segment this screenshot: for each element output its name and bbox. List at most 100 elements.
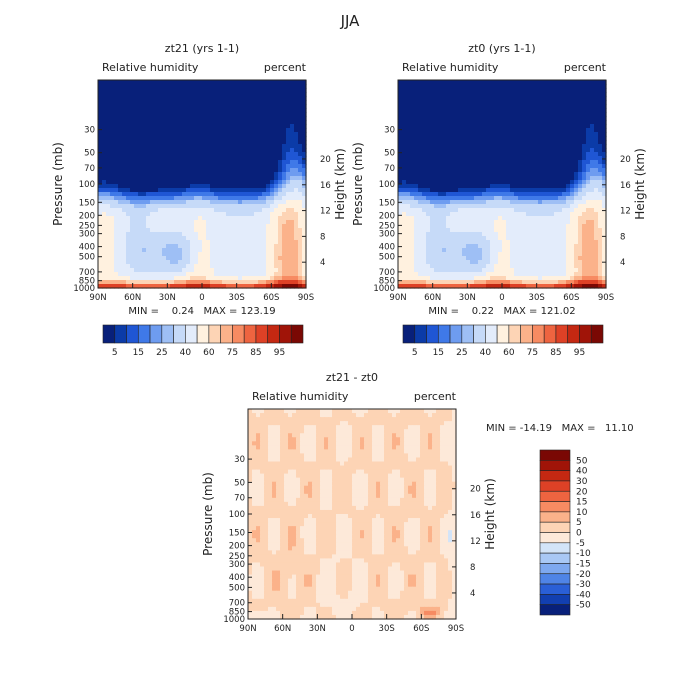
field-cell	[558, 216, 563, 221]
field-cell	[502, 184, 507, 189]
field-cell	[266, 168, 271, 173]
field-cell	[182, 152, 187, 157]
field-cell	[406, 236, 411, 241]
field-cell	[226, 120, 231, 125]
field-cell	[602, 140, 607, 145]
field-cell	[482, 188, 487, 193]
field-cell	[294, 164, 299, 169]
field-cell	[258, 212, 263, 217]
field-cell	[222, 152, 227, 157]
field-cell	[194, 196, 199, 201]
field-cell	[190, 256, 195, 261]
field-cell	[138, 236, 143, 241]
field-cell	[498, 84, 503, 89]
field-cell	[186, 120, 191, 125]
field-cell	[542, 196, 547, 201]
field-cell	[118, 156, 123, 161]
field-cell	[502, 132, 507, 137]
field-cell	[154, 272, 159, 277]
field-cell	[182, 224, 187, 229]
field-cell	[242, 280, 247, 285]
field-cell	[442, 188, 447, 193]
y-axis-label: Pressure (mb)	[51, 142, 65, 226]
field-cell	[594, 140, 599, 145]
field-cell	[154, 132, 159, 137]
field-cell	[494, 160, 499, 165]
field-cell	[550, 92, 555, 97]
field-cell	[274, 160, 279, 165]
field-cell	[246, 224, 251, 229]
field-cell	[410, 220, 415, 225]
field-cell	[522, 124, 527, 129]
field-cell	[158, 244, 163, 249]
field-cell	[518, 164, 523, 169]
field-cell	[482, 136, 487, 141]
field-cell	[130, 96, 135, 101]
field-cell	[250, 140, 255, 145]
field-cell	[262, 244, 267, 249]
field-cell	[210, 196, 215, 201]
field-cell	[194, 276, 199, 281]
field-cell	[146, 196, 151, 201]
field-cell	[106, 208, 111, 213]
field-cell	[430, 248, 435, 253]
field-cell	[590, 116, 595, 121]
field-cell	[442, 152, 447, 157]
y-tick-label: 850	[79, 277, 95, 287]
field-cell	[154, 108, 159, 113]
field-cell	[542, 232, 547, 237]
field-cell	[98, 164, 103, 169]
field-cell	[242, 172, 247, 177]
field-cell	[146, 220, 151, 225]
field-cell	[550, 220, 555, 225]
field-cell	[454, 124, 459, 129]
x-tick-label: 30S	[229, 293, 245, 303]
field-cell	[186, 276, 191, 281]
field-cell	[538, 208, 543, 213]
field-cell	[170, 120, 175, 125]
field-cell	[454, 180, 459, 185]
field-cell	[266, 132, 271, 137]
field-cell	[566, 220, 571, 225]
field-cell	[150, 220, 155, 225]
field-cell	[430, 104, 435, 109]
field-cell	[298, 196, 303, 201]
field-cell	[186, 140, 191, 145]
field-cell	[434, 172, 439, 177]
field-cell	[266, 272, 271, 277]
field-cell	[458, 148, 463, 153]
field-cell	[246, 116, 251, 121]
field-cell	[214, 148, 219, 153]
field-cell	[502, 228, 507, 233]
field-cell	[182, 156, 187, 161]
field-cell	[594, 180, 599, 185]
field-cell	[134, 192, 139, 197]
field-cell	[446, 196, 451, 201]
field-cell	[182, 276, 187, 281]
field-cell	[274, 276, 279, 281]
field-cell	[502, 208, 507, 213]
field-cell	[566, 240, 571, 245]
field-cell	[142, 164, 147, 169]
field-cell	[106, 264, 111, 269]
field-cell	[258, 148, 263, 153]
field-cell	[302, 92, 307, 97]
field-cell	[530, 212, 535, 217]
field-cell	[214, 136, 219, 141]
field-cell	[274, 96, 279, 101]
field-cell	[190, 180, 195, 185]
field-cell	[406, 176, 411, 181]
field-cell	[506, 164, 511, 169]
field-cell	[234, 248, 239, 253]
field-cell	[398, 152, 403, 157]
field-cell	[150, 172, 155, 177]
field-cell	[566, 136, 571, 141]
field-cell	[274, 80, 279, 85]
field-cell	[134, 240, 139, 245]
field-cell	[498, 176, 503, 181]
field-cell	[290, 140, 295, 145]
field-cell	[214, 276, 219, 281]
field-cell	[126, 244, 131, 249]
field-cell	[594, 92, 599, 97]
field-cell	[186, 96, 191, 101]
